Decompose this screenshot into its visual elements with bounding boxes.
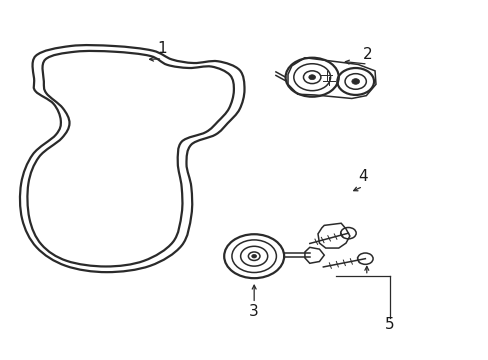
Circle shape [251, 255, 256, 258]
Text: 4: 4 [357, 169, 367, 184]
Text: 1: 1 [157, 41, 167, 57]
Text: 5: 5 [384, 317, 393, 332]
Text: 2: 2 [362, 47, 372, 62]
Text: 3: 3 [249, 304, 259, 319]
Circle shape [308, 75, 315, 80]
Circle shape [351, 78, 359, 84]
